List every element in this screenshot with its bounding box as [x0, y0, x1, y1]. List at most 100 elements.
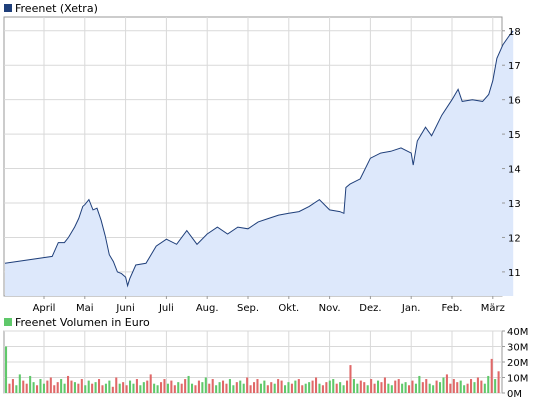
volume-bar [42, 383, 45, 393]
volume-bar [187, 375, 190, 393]
volume-bar [194, 385, 197, 393]
volume-y-tick-label: 0M [507, 389, 522, 400]
price-x-tick-label: Jan. [401, 303, 421, 314]
volume-bar [253, 382, 256, 393]
volume-bar [459, 380, 462, 393]
volume-bar [246, 377, 249, 393]
price-y-tick-label: 15 [508, 130, 521, 141]
volume-bar [425, 379, 428, 393]
price-y-tick-label: 13 [508, 199, 521, 210]
volume-bar [132, 383, 135, 393]
price-x-tick-label: April [33, 303, 56, 314]
volume-bar [397, 379, 400, 393]
volume-bar [266, 385, 269, 393]
volume-bar [49, 377, 52, 393]
volume-bar [98, 379, 101, 393]
volume-bar [332, 379, 335, 393]
volume-bar [211, 379, 214, 393]
volume-bar [60, 379, 63, 393]
volume-bar [129, 380, 132, 393]
volume-y-tick-label: 20M [507, 358, 528, 369]
volume-legend-swatch [4, 318, 12, 326]
volume-bar [370, 379, 373, 393]
volume-bar [80, 379, 83, 393]
volume-bar [476, 377, 479, 393]
volume-bar [335, 383, 338, 393]
volume-bar [5, 346, 8, 393]
volume-bar [160, 382, 163, 393]
price-legend-label: Freenet (Xetra) [15, 2, 98, 15]
volume-bar [142, 382, 145, 393]
volume-bar [387, 383, 390, 393]
price-y-axis: 11 12 13 14 15 16 17 18 [502, 27, 521, 279]
price-y-tick-label: 12 [508, 233, 521, 244]
price-y-tick-label: 11 [508, 268, 521, 279]
volume-bar [139, 385, 142, 393]
volume-bar [184, 379, 187, 393]
volume-bar [153, 383, 156, 393]
volume-bar [256, 379, 259, 393]
price-x-tick-label: Juni [115, 303, 134, 314]
volume-bar [39, 379, 42, 393]
volume-bar [53, 385, 56, 393]
volume-bar [249, 385, 252, 393]
price-x-tick-label: Mai [76, 303, 94, 314]
volume-bar [294, 380, 297, 393]
price-panel: 11 12 13 14 15 16 17 18 April Mai Juni Juli Aug. Sep… [3, 16, 521, 314]
volume-bars [5, 346, 500, 393]
volume-bar [146, 380, 149, 393]
volume-bar [470, 379, 473, 393]
volume-bar [84, 385, 87, 393]
volume-bar [208, 383, 211, 393]
price-x-tick-label: März [481, 303, 505, 314]
volume-bar [163, 379, 166, 393]
volume-bar [135, 379, 138, 393]
volume-bar [297, 379, 300, 393]
volume-bar [456, 382, 459, 393]
volume-bar [115, 377, 118, 393]
price-x-tick-label: Juli [158, 303, 174, 314]
price-y-tick-label: 14 [508, 165, 521, 176]
volume-bar [235, 382, 238, 393]
volume-bar [287, 382, 290, 393]
volume-bar [408, 385, 411, 393]
volume-bar [91, 383, 94, 393]
price-line [4, 30, 514, 288]
volume-bar [428, 383, 431, 393]
volume-bar [225, 383, 228, 393]
price-x-tick-label: Okt. [278, 303, 299, 314]
volume-bar [122, 382, 125, 393]
volume-bar [156, 385, 159, 393]
volume-bar [483, 383, 486, 393]
volume-bar [442, 377, 445, 393]
volume-bar [218, 382, 221, 393]
volume-bar [270, 382, 273, 393]
volume-bar [435, 380, 438, 393]
volume-bar [363, 382, 366, 393]
volume-bar [284, 385, 287, 393]
volume-bar [36, 385, 39, 393]
volume-bar [170, 380, 173, 393]
volume-bar [439, 382, 442, 393]
volume-bar [29, 375, 32, 393]
volume-bar [359, 380, 362, 393]
volume-bar [277, 379, 280, 393]
price-x-tick-label: Sep. [237, 303, 259, 314]
volume-bar [273, 383, 276, 393]
volume-bar [304, 383, 307, 393]
volume-bar [180, 383, 183, 393]
volume-bar [46, 380, 49, 393]
volume-bar [18, 374, 21, 393]
volume-bar [73, 382, 76, 393]
volume-bar [383, 377, 386, 393]
volume-bar [56, 382, 59, 393]
volume-bar [325, 382, 328, 393]
volume-bar [404, 382, 407, 393]
volume-bar [111, 386, 114, 393]
volume-bar [349, 365, 352, 393]
volume-bar [228, 379, 231, 393]
volume-bar [125, 385, 128, 393]
volume-bar [232, 385, 235, 393]
volume-bar [118, 383, 121, 393]
volume-bar [432, 385, 435, 393]
